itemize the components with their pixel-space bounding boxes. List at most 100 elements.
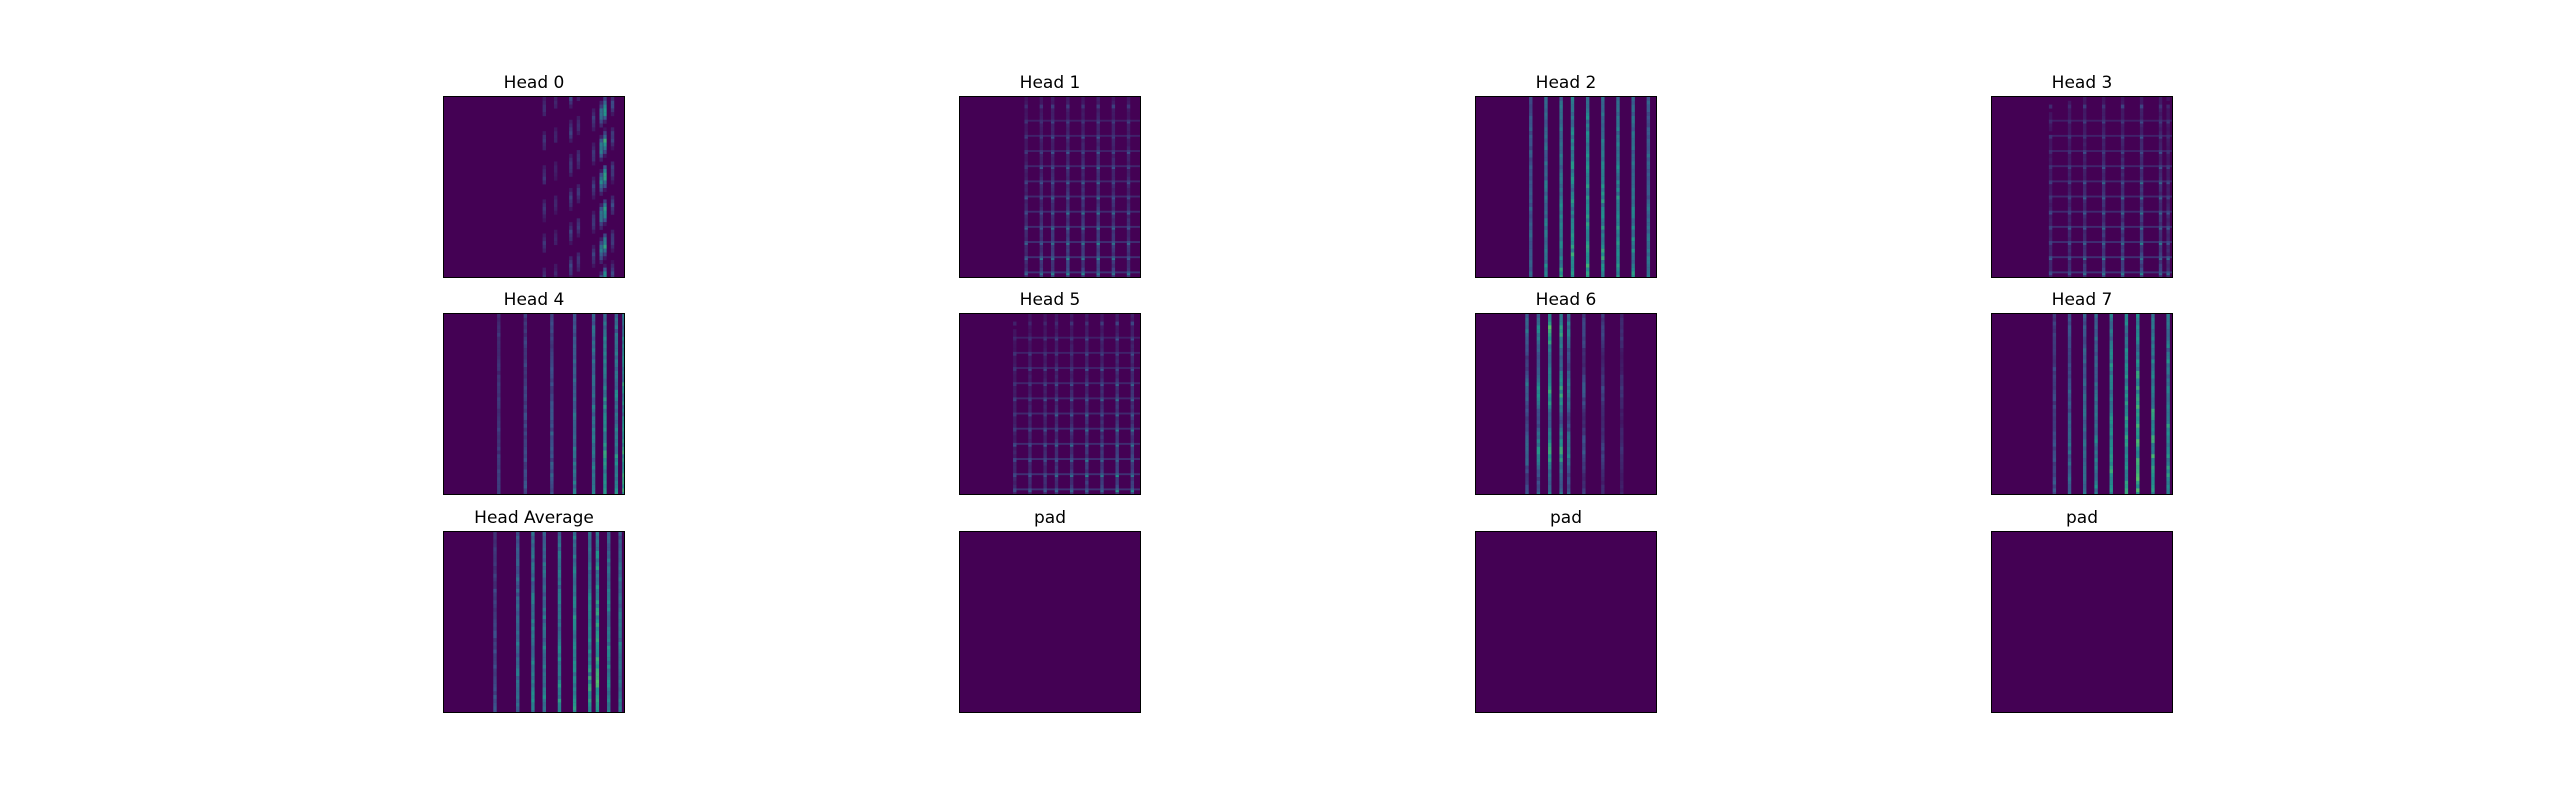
heatmap-cell (493, 710, 497, 712)
heatmap-cell (523, 382, 528, 387)
heatmap-cell (1544, 244, 1548, 249)
heatmap-cell (2083, 222, 2087, 227)
heatmap-cell (550, 359, 554, 364)
heatmap-cell (2101, 138, 2106, 143)
heatmap-cell (1100, 488, 1104, 493)
heatmap-cell (2067, 222, 2072, 227)
heatmap-cell (1601, 248, 1605, 253)
heatmap-cell (1130, 480, 1135, 485)
heatmap-cell (2048, 206, 2053, 211)
heatmap-cell (1570, 229, 1575, 234)
heatmap-cell (550, 492, 554, 494)
heatmap-cell (1536, 367, 1541, 372)
heatmap-cell (542, 146, 546, 151)
heatmap-cell (2158, 169, 2163, 174)
heatmap-cell (1620, 488, 1624, 493)
heatmap-cell (1081, 138, 1085, 143)
heatmap-cell (1544, 263, 1548, 268)
heatmap-cell (2139, 172, 2144, 177)
heatmap-cell (542, 267, 546, 272)
heatmap-cell (591, 188, 596, 192)
heatmap-cell (2067, 423, 2072, 428)
heatmap-cell (1066, 115, 1070, 120)
heatmap-cell (1096, 142, 1100, 147)
heatmap-cell (516, 615, 520, 620)
heatmap-cell (2048, 142, 2053, 147)
heatmap-cell (2083, 359, 2087, 364)
heatmap-cell (1043, 492, 1047, 494)
heatmap-cell (2158, 176, 2163, 181)
heatmap-cell (1559, 484, 1563, 489)
heatmap-cell (1616, 142, 1620, 147)
heatmap-cell (572, 439, 577, 444)
heatmap-cell (1024, 263, 1028, 268)
heatmap-cell (610, 169, 615, 174)
heatmap-cell (2139, 256, 2144, 261)
heatmap-cell (557, 634, 562, 639)
heatmap-cell (1039, 150, 1044, 155)
heatmap-cell (493, 569, 497, 574)
heatmap-cell (1100, 401, 1104, 406)
heatmap-cell (1096, 153, 1100, 158)
heatmap-cell (1054, 382, 1059, 387)
heatmap-cell (2120, 191, 2125, 196)
heatmap-cell (2139, 210, 2144, 215)
heatmap-cell (1646, 150, 1651, 155)
heatmap-cell (1066, 260, 1070, 265)
heatmap-cell (2166, 446, 2170, 451)
heatmap-cell (557, 581, 562, 586)
heatmap-cell (595, 653, 600, 658)
heatmap-cell (1054, 348, 1059, 353)
heatmap-cell (2166, 420, 2170, 425)
heatmap-cell (531, 649, 535, 654)
heatmap-cell (1024, 214, 1028, 219)
heatmap-cell (1130, 484, 1135, 489)
heatmap-cell (1582, 355, 1586, 360)
heatmap-cell (516, 634, 520, 639)
heatmap-cell (618, 577, 622, 582)
heatmap-cell (614, 488, 619, 493)
heatmap-cell (2136, 382, 2140, 387)
heatmap-cell (1096, 263, 1100, 268)
heatmap-cell (591, 355, 596, 360)
heatmap-cell (1054, 431, 1059, 436)
heatmap-cell (2136, 446, 2140, 451)
heatmap-cell (1525, 382, 1529, 387)
heatmap-cell (553, 199, 558, 204)
heatmap-cell (1130, 431, 1135, 436)
heatmap-cell (2094, 374, 2098, 379)
heatmap-cell (2083, 263, 2087, 268)
heatmap-cell (1559, 260, 1563, 265)
heatmap-cell (569, 256, 573, 261)
heatmap-cell (2109, 477, 2113, 482)
heatmap-cell (2124, 458, 2129, 463)
heatmap-cell (550, 355, 554, 360)
heatmap-cell (1028, 348, 1032, 353)
heatmap-cell (1559, 488, 1563, 493)
heatmap-cell (2166, 119, 2170, 124)
heatmap-cell (1620, 314, 1624, 318)
heatmap-cell (2067, 317, 2072, 322)
heatmap-cell (1616, 115, 1620, 120)
heatmap-cell (603, 244, 607, 249)
heatmap-cell (1548, 336, 1552, 341)
heatmap-cell (531, 706, 535, 711)
heatmap-cell (2101, 214, 2106, 219)
heatmap-cell (2083, 488, 2087, 493)
heatmap-cell (2124, 488, 2129, 493)
heatmap-cell (1525, 397, 1529, 402)
heatmap-cell (2048, 146, 2053, 151)
heatmap-cell (1601, 169, 1605, 174)
heatmap-cell (1529, 233, 1533, 238)
heatmap-cell (1126, 275, 1131, 277)
heatmap-cell (2048, 210, 2053, 215)
heatmap-cell (2048, 191, 2053, 196)
heatmap-cell (2109, 314, 2113, 318)
heatmap-cell (1567, 378, 1571, 383)
heatmap-cell (569, 172, 573, 177)
heatmap-cell (588, 532, 592, 536)
heatmap-cell (622, 363, 624, 368)
heatmap-cell (1601, 344, 1605, 349)
heatmap-cell (531, 592, 535, 597)
heatmap-cell (614, 386, 619, 391)
